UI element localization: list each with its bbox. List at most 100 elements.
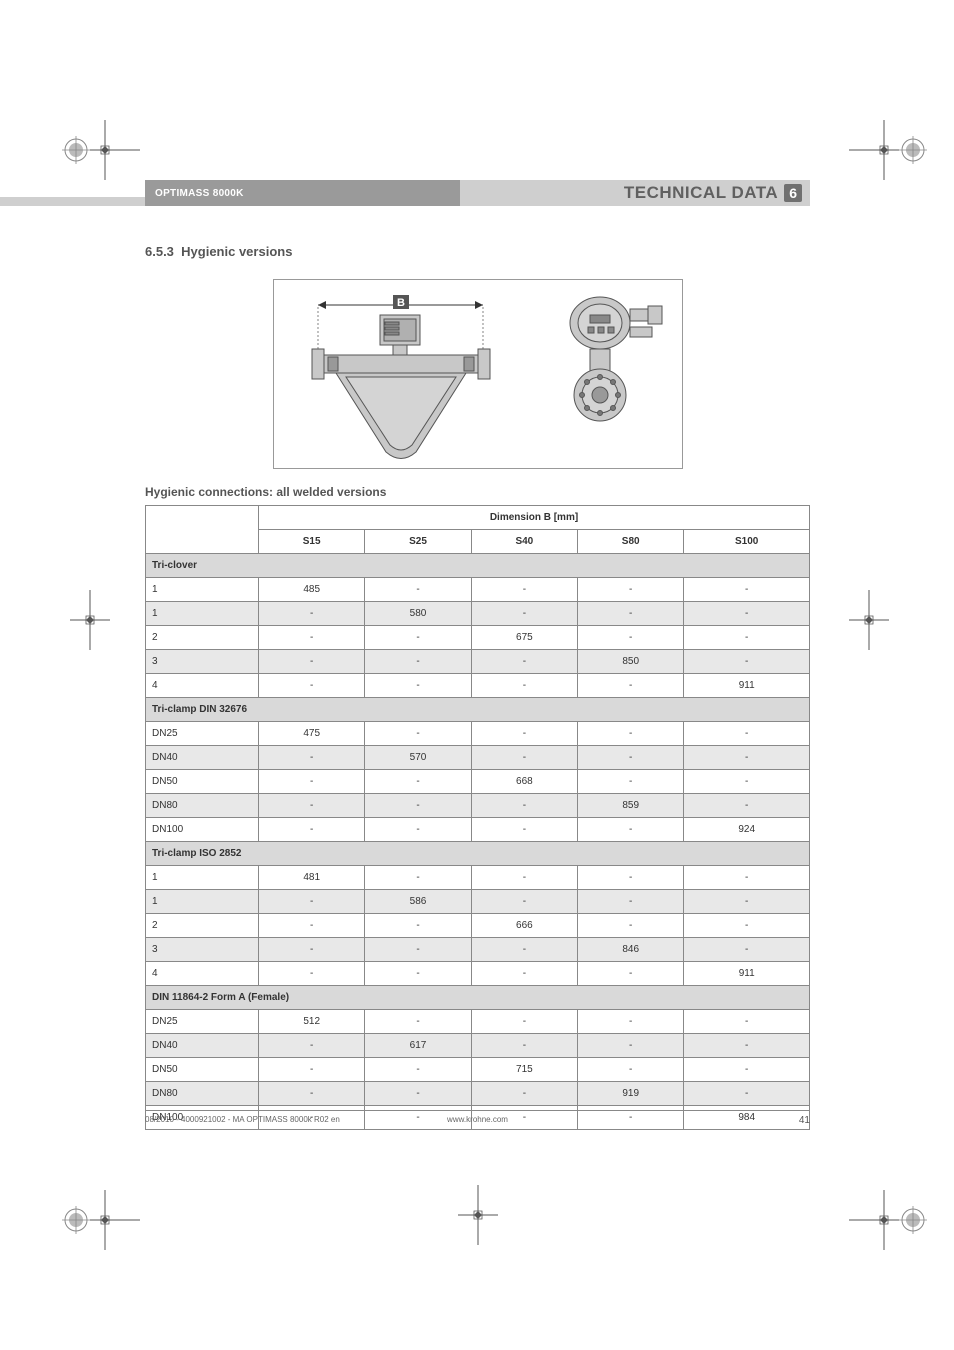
header-strip-extension xyxy=(0,197,145,206)
table-row: DN40-570--- xyxy=(146,746,810,770)
crop-mark-top-right xyxy=(849,110,909,170)
cell: - xyxy=(471,746,577,770)
table-row: DN80---919- xyxy=(146,1082,810,1106)
row-label: DN40 xyxy=(146,1034,259,1058)
cell: - xyxy=(259,794,365,818)
cell: - xyxy=(471,1010,577,1034)
table-row: 1481---- xyxy=(146,866,810,890)
device-figure: B xyxy=(273,279,683,469)
device-front-drawing: B xyxy=(288,287,518,462)
cell: - xyxy=(365,794,471,818)
group-name: Tri-clamp ISO 2852 xyxy=(146,842,810,866)
cell: - xyxy=(259,674,365,698)
table-row: DN80---859- xyxy=(146,794,810,818)
page-footer: 08/2010 - 4000921002 - MA OPTIMASS 8000k… xyxy=(145,1110,810,1126)
dim-label: B xyxy=(397,297,405,309)
cell: - xyxy=(684,1034,810,1058)
crop-mark-bottom-left xyxy=(60,1180,120,1240)
cell: - xyxy=(578,818,684,842)
cell: - xyxy=(259,746,365,770)
cell: - xyxy=(578,890,684,914)
cell: - xyxy=(365,1010,471,1034)
cell: - xyxy=(471,962,577,986)
dimensions-table: Dimension B [mm] S15 S25 S40 S80 S100 Tr… xyxy=(145,505,810,1130)
cell: - xyxy=(684,1082,810,1106)
col-s15: S15 xyxy=(259,530,365,554)
row-label: 3 xyxy=(146,650,259,674)
cell: - xyxy=(471,650,577,674)
table-group-row: Tri-clamp DIN 32676 xyxy=(146,698,810,722)
cell: 919 xyxy=(578,1082,684,1106)
cell: - xyxy=(578,770,684,794)
page-header: OPTIMASS 8000K TECHNICAL DATA 6 xyxy=(145,180,810,206)
row-label: 1 xyxy=(146,866,259,890)
cell: - xyxy=(365,770,471,794)
table-row: DN50--668-- xyxy=(146,770,810,794)
cell: - xyxy=(684,938,810,962)
section-title-text: Hygienic versions xyxy=(181,244,292,259)
col-s25: S25 xyxy=(365,530,471,554)
col-s100: S100 xyxy=(684,530,810,554)
row-label: DN50 xyxy=(146,1058,259,1082)
row-label: DN25 xyxy=(146,722,259,746)
cell: - xyxy=(578,1034,684,1058)
cell: - xyxy=(684,626,810,650)
cell: - xyxy=(471,602,577,626)
cell: 846 xyxy=(578,938,684,962)
group-name: Tri-clover xyxy=(146,554,810,578)
product-name: OPTIMASS 8000K xyxy=(145,180,460,206)
table-corner xyxy=(146,506,259,554)
cell: - xyxy=(365,866,471,890)
row-label: 4 xyxy=(146,962,259,986)
page-content: OPTIMASS 8000K TECHNICAL DATA 6 6.5.3 Hy… xyxy=(145,180,810,1130)
row-label: DN50 xyxy=(146,770,259,794)
cell: 850 xyxy=(578,650,684,674)
cell: - xyxy=(259,770,365,794)
cell: - xyxy=(259,602,365,626)
cell: - xyxy=(365,1058,471,1082)
cell: - xyxy=(365,674,471,698)
row-label: 1 xyxy=(146,890,259,914)
device-side-drawing xyxy=(538,287,668,462)
row-label: DN25 xyxy=(146,1010,259,1034)
table-row: DN25512---- xyxy=(146,1010,810,1034)
cell: - xyxy=(578,722,684,746)
table-row: DN100----924 xyxy=(146,818,810,842)
cell: - xyxy=(684,866,810,890)
cell: 675 xyxy=(471,626,577,650)
row-label: DN80 xyxy=(146,794,259,818)
table-row: 1-580--- xyxy=(146,602,810,626)
cell: - xyxy=(471,1082,577,1106)
cell: - xyxy=(259,890,365,914)
cell: - xyxy=(365,962,471,986)
col-s80: S80 xyxy=(578,530,684,554)
dim-header: Dimension B [mm] xyxy=(259,506,810,530)
cell: 586 xyxy=(365,890,471,914)
crop-mark-mid-left xyxy=(60,590,120,650)
col-s40: S40 xyxy=(471,530,577,554)
cell: 570 xyxy=(365,746,471,770)
row-label: DN100 xyxy=(146,818,259,842)
cell: - xyxy=(578,626,684,650)
table-group-row: DIN 11864-2 Form A (Female) xyxy=(146,986,810,1010)
cell: - xyxy=(578,602,684,626)
cell: - xyxy=(471,890,577,914)
table-row: 4----911 xyxy=(146,674,810,698)
table-row: DN50--715-- xyxy=(146,1058,810,1082)
cell: - xyxy=(471,866,577,890)
header-right: TECHNICAL DATA 6 xyxy=(460,180,810,206)
cell: 512 xyxy=(259,1010,365,1034)
section-number: 6.5.3 xyxy=(145,244,174,259)
table-row: 3---846- xyxy=(146,938,810,962)
cell: - xyxy=(471,578,577,602)
cell: - xyxy=(365,938,471,962)
cell: - xyxy=(259,1058,365,1082)
table-row: 1485---- xyxy=(146,578,810,602)
cell: - xyxy=(684,890,810,914)
table-row: 3---850- xyxy=(146,650,810,674)
table-row: 2--666-- xyxy=(146,914,810,938)
cell: 617 xyxy=(365,1034,471,1058)
cell: 715 xyxy=(471,1058,577,1082)
group-name: DIN 11864-2 Form A (Female) xyxy=(146,986,810,1010)
crop-mark-bottom-right xyxy=(849,1180,909,1240)
